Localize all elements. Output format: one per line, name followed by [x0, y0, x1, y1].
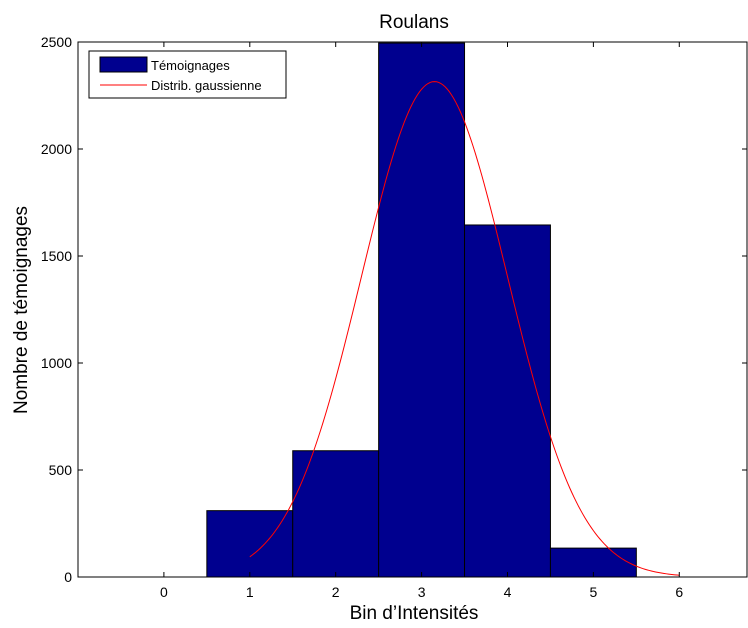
- x-tick-label: 2: [332, 584, 340, 600]
- y-tick-label: 2000: [41, 141, 72, 157]
- x-tick-label: 0: [160, 584, 168, 600]
- chart-title: Roulans: [379, 12, 449, 33]
- x-tick-label: 5: [589, 584, 597, 600]
- x-axis-label: Bin d’Intensités: [350, 603, 479, 623]
- histogram-bar: [378, 42, 466, 578]
- x-tick-label: 4: [504, 584, 512, 600]
- legend-swatch-bars: [99, 56, 148, 73]
- histogram-bar: [464, 224, 551, 578]
- y-tick-label: 1500: [41, 248, 72, 264]
- histogram-bar: [206, 510, 294, 578]
- plot-area: 0 1 2 3 4 5 6 0 500 1000 1500 2000 2500 Témoignages Di…: [41, 34, 748, 600]
- x-tick-label: 1: [246, 584, 254, 600]
- y-axis-label: Nombre de témoignages: [11, 206, 32, 414]
- x-tick-label: 6: [675, 584, 683, 600]
- histogram-bar: [292, 450, 380, 578]
- gaussian-curve-line: [249, 81, 680, 576]
- x-tick-label: 3: [418, 584, 426, 600]
- y-tick-label: 2500: [41, 34, 72, 50]
- legend-label-bars: Témoignages: [151, 58, 230, 73]
- legend-label-curve: Distrib. gaussienne: [151, 78, 262, 93]
- y-tick-label: 0: [64, 569, 72, 585]
- y-tick-label: 500: [49, 462, 73, 478]
- y-tick-label: 1000: [41, 355, 72, 371]
